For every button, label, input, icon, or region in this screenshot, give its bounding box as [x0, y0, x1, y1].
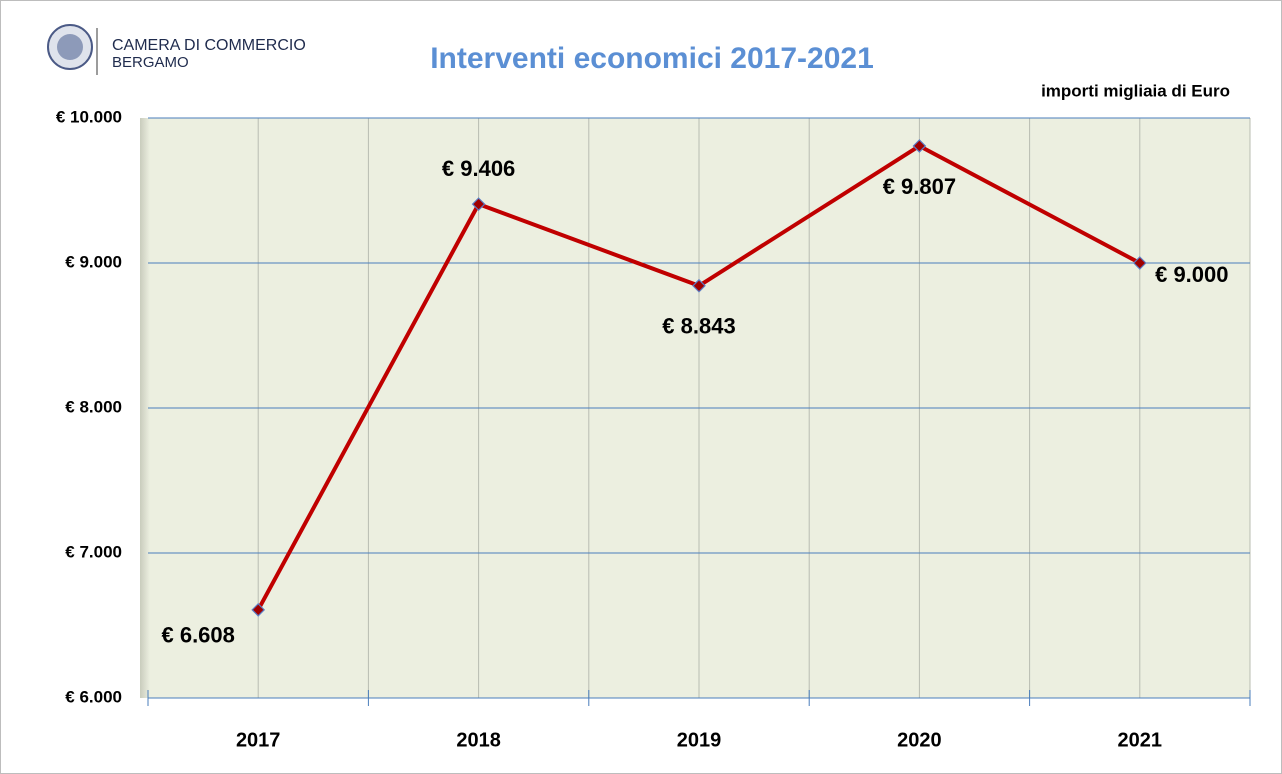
y-tick-label: € 8.000: [65, 397, 122, 416]
data-label: € 9.000: [1155, 262, 1228, 287]
y-tick-label: € 7.000: [65, 542, 122, 561]
marker: [471, 197, 486, 211]
org-name: CAMERA DI COMMERCIO: [112, 37, 306, 54]
marker: [912, 139, 927, 153]
x-tick-label: 2021: [1118, 729, 1163, 751]
marker: [1132, 256, 1147, 270]
chart-subtitle: importi migliaia di Euro: [1041, 81, 1230, 100]
org-city: BERGAMO: [112, 54, 189, 71]
x-tick-label: 2020: [897, 729, 942, 751]
x-tick-label: 2017: [236, 729, 281, 751]
data-label: € 8.843: [662, 314, 735, 339]
y-tick-label: € 6.000: [65, 687, 122, 706]
y-tick-label: € 9.000: [65, 252, 122, 271]
chart-title: Interventi economici 2017-2021: [430, 42, 874, 75]
marker: [692, 278, 706, 293]
plot-shadow: [140, 118, 150, 698]
data-label: € 6.608: [161, 623, 234, 648]
data-label: € 9.807: [883, 174, 956, 199]
x-tick-label: 2019: [677, 729, 722, 751]
marker: [251, 602, 266, 617]
logo: [47, 24, 98, 75]
y-tick-label: € 10.000: [56, 107, 122, 126]
data-label: € 9.406: [442, 156, 515, 181]
x-tick-label: 2018: [456, 729, 501, 751]
